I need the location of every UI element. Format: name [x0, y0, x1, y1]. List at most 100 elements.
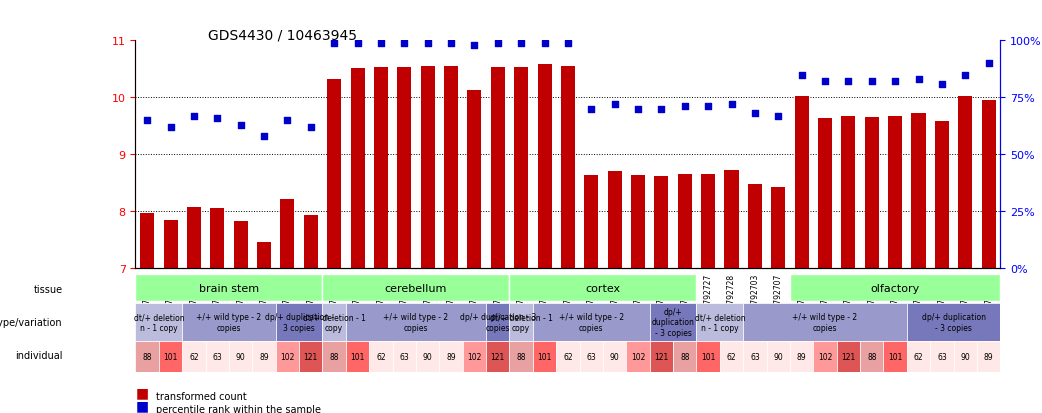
Point [537, 40, 553, 47]
Point [723, 102, 740, 108]
Bar [818, 119, 832, 268]
Point [981, 61, 997, 67]
Text: 101: 101 [888, 352, 902, 361]
FancyBboxPatch shape [135, 275, 322, 301]
Point [209, 115, 226, 122]
Bar [959, 97, 972, 268]
Bar [701, 175, 715, 268]
Text: 88: 88 [517, 352, 526, 361]
Point [185, 113, 202, 120]
Bar [561, 67, 575, 268]
FancyBboxPatch shape [532, 304, 650, 341]
Bar [304, 215, 318, 268]
FancyBboxPatch shape [393, 341, 416, 372]
Text: ■: ■ [135, 398, 149, 412]
Text: cerebellum: cerebellum [384, 283, 447, 293]
FancyBboxPatch shape [743, 341, 767, 372]
Text: 63: 63 [937, 352, 947, 361]
Point [840, 79, 857, 85]
Text: +/+ wild type - 2
copies: +/+ wild type - 2 copies [559, 313, 624, 332]
FancyBboxPatch shape [440, 341, 463, 372]
Text: +/+ wild type - 2
copies: +/+ wild type - 2 copies [383, 313, 448, 332]
FancyBboxPatch shape [790, 341, 814, 372]
Bar [210, 209, 224, 268]
FancyBboxPatch shape [977, 341, 1000, 372]
FancyBboxPatch shape [486, 304, 510, 341]
Point [443, 40, 460, 47]
FancyBboxPatch shape [510, 341, 532, 372]
Text: genotype/variation: genotype/variation [0, 317, 63, 327]
Text: dp/+ duplication
- 3 copies: dp/+ duplication - 3 copies [921, 313, 986, 332]
Point [490, 40, 506, 47]
FancyBboxPatch shape [135, 341, 158, 372]
Bar [327, 80, 341, 268]
FancyBboxPatch shape [322, 341, 346, 372]
Point [934, 81, 950, 88]
Bar [444, 67, 458, 268]
Text: 90: 90 [610, 352, 620, 361]
Text: 102: 102 [467, 352, 481, 361]
Point [232, 122, 249, 128]
Point [910, 77, 926, 83]
FancyBboxPatch shape [463, 341, 486, 372]
Text: dp/+ duplication - 3
copies: dp/+ duplication - 3 copies [460, 313, 536, 332]
Bar [140, 214, 154, 268]
Bar [280, 199, 295, 268]
FancyBboxPatch shape [767, 341, 790, 372]
Text: 62: 62 [914, 352, 923, 361]
FancyBboxPatch shape [510, 304, 532, 341]
Point [770, 113, 787, 120]
Text: 63: 63 [587, 352, 596, 361]
Bar [514, 68, 528, 268]
Text: 101: 101 [164, 352, 178, 361]
Text: 102: 102 [630, 352, 645, 361]
Point [513, 40, 529, 47]
Text: 89: 89 [797, 352, 807, 361]
Point [864, 79, 880, 85]
Bar [350, 69, 365, 268]
Text: 63: 63 [213, 352, 222, 361]
Text: 121: 121 [654, 352, 669, 361]
Point [349, 40, 366, 47]
Text: dt/+ deletion
n - 1 copy: dt/+ deletion n - 1 copy [695, 313, 745, 332]
Point [746, 111, 763, 117]
FancyBboxPatch shape [860, 341, 884, 372]
FancyBboxPatch shape [346, 304, 486, 341]
Text: 63: 63 [399, 352, 410, 361]
FancyBboxPatch shape [650, 304, 696, 341]
FancyBboxPatch shape [532, 341, 556, 372]
Text: 90: 90 [235, 352, 246, 361]
Bar [982, 101, 996, 268]
Text: dt/+ deletion - 1
copy: dt/+ deletion - 1 copy [490, 313, 552, 332]
Bar [748, 185, 762, 268]
Text: 121: 121 [841, 352, 855, 361]
Bar [724, 171, 739, 268]
FancyBboxPatch shape [837, 341, 860, 372]
Point [139, 117, 155, 124]
FancyBboxPatch shape [673, 341, 696, 372]
Text: 62: 62 [726, 352, 737, 361]
FancyBboxPatch shape [696, 341, 720, 372]
Point [466, 43, 482, 49]
Bar [677, 175, 692, 268]
Text: 88: 88 [143, 352, 152, 361]
Point [606, 102, 623, 108]
FancyBboxPatch shape [369, 341, 393, 372]
Bar [771, 188, 786, 268]
Point [582, 106, 599, 113]
Point [817, 79, 834, 85]
FancyBboxPatch shape [953, 341, 977, 372]
Text: 101: 101 [701, 352, 715, 361]
FancyBboxPatch shape [579, 341, 603, 372]
Text: brain stem: brain stem [199, 283, 259, 293]
Point [396, 40, 413, 47]
Point [279, 117, 296, 124]
Point [887, 79, 903, 85]
FancyBboxPatch shape [229, 341, 252, 372]
FancyBboxPatch shape [182, 304, 276, 341]
Point [373, 40, 390, 47]
Point [676, 104, 693, 110]
Bar [468, 91, 481, 268]
FancyBboxPatch shape [907, 341, 931, 372]
Point [419, 40, 436, 47]
